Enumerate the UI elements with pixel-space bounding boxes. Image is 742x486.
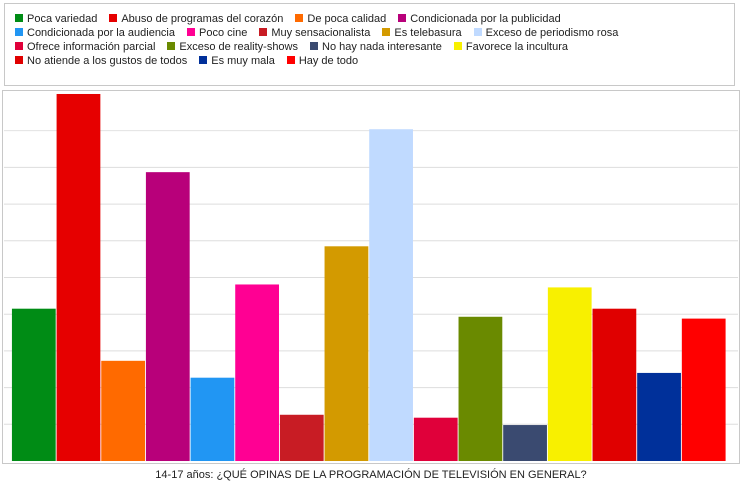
bar [503,425,547,462]
bar [145,172,190,462]
legend-swatch [398,14,407,22]
legend-item: Exceso de reality-shows [167,41,298,53]
bar [637,372,681,462]
legend-swatch [199,56,208,64]
legend-item: Abuso de programas del corazón [109,13,283,25]
bar [190,377,235,462]
legend-label: No atiende a los gustos de todos [27,55,188,67]
legend-item: De poca calidad [295,13,386,25]
legend-swatch [453,42,462,50]
bar [324,246,369,462]
legend-item: Es muy mala [199,55,275,67]
legend-item: Favorece la incultura [453,41,568,53]
legend-item: Condicionada por la publicidad [398,13,561,25]
legend-swatch [473,28,482,36]
legend-label: Abuso de programas del corazón [121,13,284,25]
legend-label: Es muy mala [211,55,275,67]
bar [458,316,503,462]
legend-label: Exceso de reality-shows [179,41,298,53]
legend-label: Es telebasura [394,27,462,39]
legend-label: Muy sensacionalista [271,27,371,39]
legend-item: Poca variedad [15,13,97,25]
legend-swatch [295,14,304,22]
bar [681,318,726,462]
legend-label: Poca variedad [27,13,98,25]
legend-label: Poco cine [199,27,248,39]
legend-label: Hay de todo [298,55,359,67]
bar [56,93,101,462]
bar [413,417,458,462]
bar [235,284,279,462]
legend-swatch [187,28,195,36]
bar [279,414,324,462]
legend-swatch [15,42,23,50]
legend-item: No hay nada interesante [310,41,442,53]
legend-label: Exceso de periodismo rosa [485,27,619,39]
legend-swatch [259,28,268,36]
legend-item: Poco cine [187,27,247,39]
legend-item: Ofrece información parcial [15,41,155,53]
legend-swatch [167,42,176,50]
bar [101,360,146,462]
bar [11,308,56,462]
legend-label: De poca calidad [307,13,387,25]
legend-label: Ofrece información parcial [27,41,156,53]
legend-item: Condicionada por la audiencia [15,27,175,39]
legend-swatch [382,28,391,36]
bar [592,308,637,462]
legend-swatch [286,56,295,64]
legend-item: Hay de todo [286,55,359,67]
legend-item: Es telebasura [382,27,462,39]
bar [369,129,413,462]
legend-item: Muy sensacionalista [259,27,370,39]
chart-legend: Poca variedad Abuso de programas del cora… [4,3,735,86]
legend-item: No atiende a los gustos de todos [15,55,187,67]
legend-swatch [109,14,118,22]
chart-title: 14-17 años: ¿QUÉ OPINAS DE LA PROGRAMACI… [155,469,587,481]
bar [547,287,592,462]
legend-swatch [15,14,23,22]
legend-label: Condicionada por la audiencia [27,27,175,39]
legend-label: No hay nada interesante [322,41,442,53]
legend-swatch [15,56,23,64]
legend-item: Exceso de periodismo rosa [473,27,619,39]
legend-swatch [15,28,23,36]
plot-area [2,90,740,464]
legend-label: Condicionada por la publicidad [410,13,561,25]
legend-label: Favorece la incultura [465,41,568,53]
legend-swatch [310,42,318,50]
